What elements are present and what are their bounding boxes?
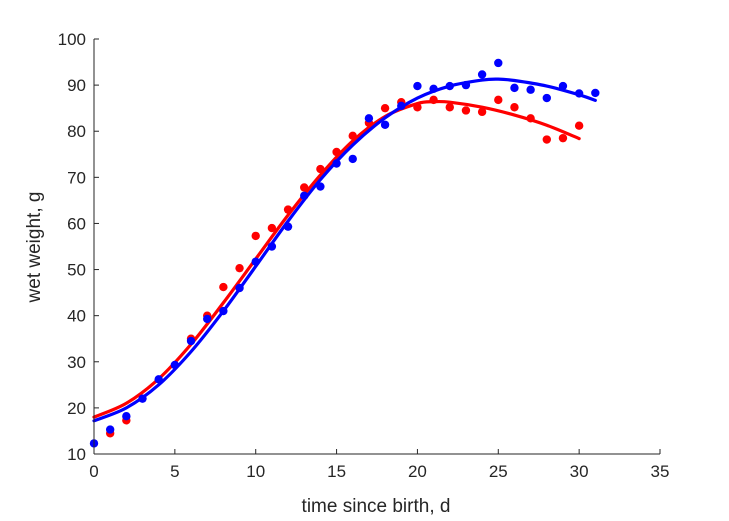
data-point [429, 95, 438, 105]
data-point [380, 120, 390, 129]
data-point [283, 222, 293, 231]
data-point [300, 183, 309, 192]
data-point [558, 133, 568, 143]
x-tick-label: 5 [170, 462, 179, 481]
data-point [494, 95, 503, 105]
fit-line [92, 99, 581, 419]
data-point [235, 263, 244, 273]
y-tick-label: 40 [67, 307, 86, 326]
data-point [170, 360, 180, 370]
data-point [526, 85, 535, 94]
y-tick-label: 20 [67, 399, 86, 418]
data-point [186, 336, 196, 346]
x-tick-label: 20 [408, 462, 427, 481]
data-point [574, 121, 584, 130]
data-point [251, 231, 260, 241]
y-tick-label: 30 [67, 353, 86, 372]
data-point [235, 283, 244, 293]
data-point [477, 107, 487, 117]
x-tick-label: 25 [489, 462, 508, 481]
axes [93, 38, 661, 455]
data-point [380, 103, 390, 113]
data-point [138, 394, 147, 403]
x-tick-labels: 0 5 10 15 20 25 30 35 [89, 462, 669, 481]
y-tick-label: 90 [67, 76, 86, 95]
data-point [510, 83, 519, 93]
data-point [105, 425, 115, 434]
y-axis-title: wet weight, g [24, 192, 45, 304]
data-point [364, 114, 374, 123]
data-point [574, 89, 584, 98]
data-point [348, 154, 357, 164]
data-point [413, 103, 422, 112]
data-point [332, 159, 341, 168]
x-axis-title: time since birth, d [302, 496, 451, 517]
data-point [316, 164, 325, 174]
data-point [154, 375, 163, 384]
data-point [397, 101, 406, 111]
x-tick-label: 30 [570, 462, 589, 481]
data-point [122, 411, 131, 421]
data-point [445, 81, 454, 91]
data-points [89, 58, 600, 448]
data-point [316, 182, 325, 191]
x-tick-label: 35 [651, 462, 670, 481]
data-point [251, 257, 260, 266]
fit-lines [92, 77, 597, 423]
data-point [267, 223, 277, 233]
y-tick-label: 70 [67, 168, 86, 187]
data-point [542, 135, 551, 144]
data-point [429, 84, 438, 94]
data-point [510, 103, 519, 112]
data-point [494, 58, 503, 68]
data-point [219, 282, 228, 292]
data-point [558, 81, 568, 91]
data-point [203, 314, 212, 324]
data-point [526, 114, 535, 123]
fit-line [92, 77, 597, 423]
y-tick-label: 10 [67, 445, 86, 464]
data-point [461, 106, 471, 115]
data-point [267, 242, 277, 251]
data-point [413, 81, 422, 91]
y-tick-label: 80 [67, 122, 86, 141]
data-point [591, 88, 600, 98]
x-tick-label: 15 [327, 462, 346, 481]
data-point [461, 80, 471, 90]
y-tick-label: 100 [58, 30, 86, 49]
y-tick-label: 50 [67, 261, 86, 280]
x-tick-label: 0 [89, 462, 98, 481]
y-tick-labels: 10 20 30 40 50 60 70 80 90 100 [58, 30, 86, 464]
data-point [219, 306, 228, 316]
data-point [477, 70, 487, 79]
data-point [300, 191, 309, 200]
data-point [283, 205, 293, 214]
x-tick-label: 10 [246, 462, 265, 481]
data-point [542, 93, 551, 103]
data-point [332, 147, 341, 157]
data-point [445, 103, 454, 112]
y-tick-label: 60 [67, 214, 86, 233]
data-point [348, 131, 357, 141]
